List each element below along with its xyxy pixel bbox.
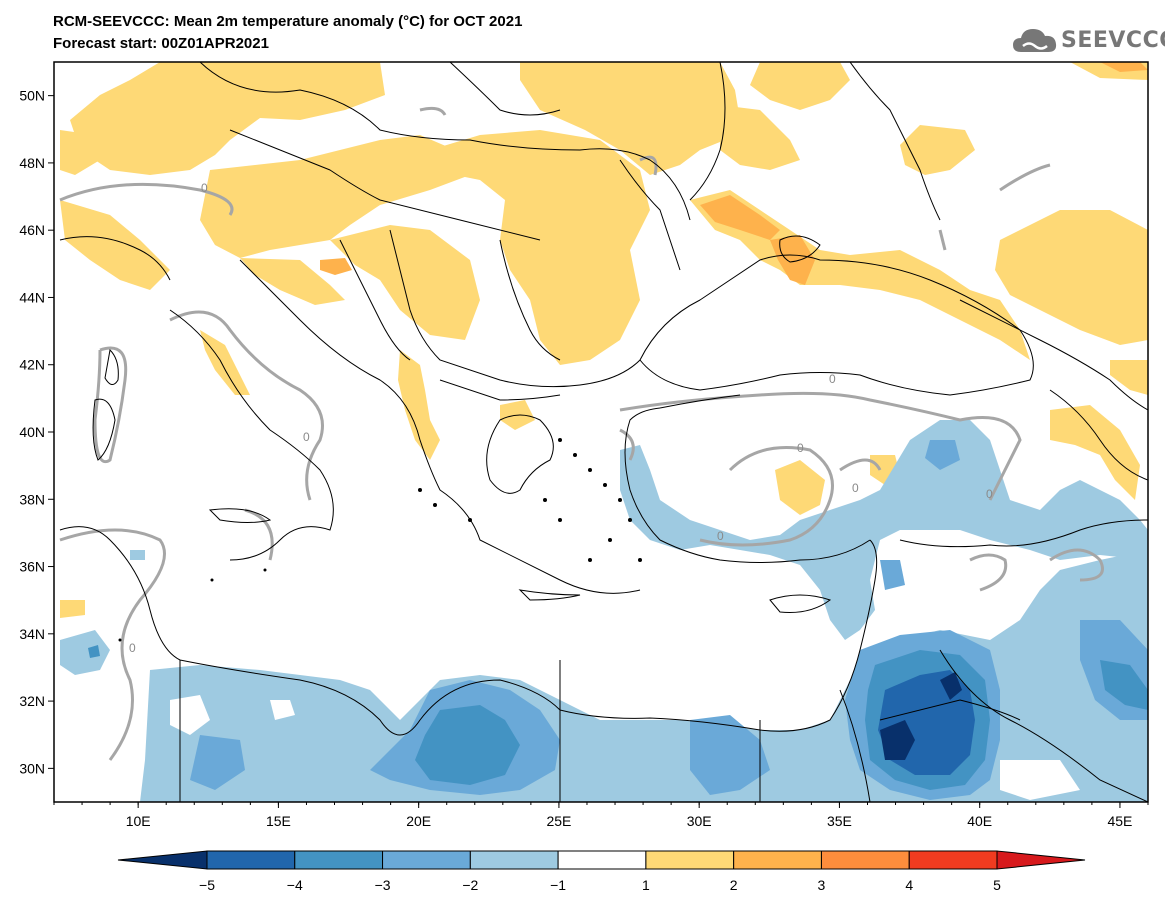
colorbar-label: −1: [550, 877, 566, 893]
zero-contours: [59, 106, 1104, 761]
lon-tick-label: 10E: [126, 813, 151, 829]
colorbar-box: [469, 850, 559, 870]
contour-label: 0: [717, 529, 724, 543]
colorbar-label: 1: [642, 877, 650, 893]
lat-tick-label: 36N: [19, 559, 45, 575]
lat-tick-label: 32N: [19, 693, 45, 709]
contour-label: 0: [303, 430, 310, 444]
map-fields: 0 0 0 0 0 0 0 0: [59, 62, 1148, 802]
lat-tick-label: 40N: [19, 424, 45, 440]
lat-tick-label: 34N: [19, 626, 45, 642]
lon-tick-label: 35E: [827, 813, 852, 829]
colorbar-box: [557, 850, 647, 870]
contour-label: 0: [852, 481, 859, 495]
colorbar-min-triangle: [117, 850, 208, 870]
lat-tick-label: 50N: [19, 88, 45, 104]
cloud-icon: [1013, 29, 1057, 52]
forecast-start: Forecast start: 00Z01APR2021: [53, 35, 269, 52]
lat-tick-label: 30N: [19, 760, 45, 776]
colorbar-label: −2: [462, 877, 478, 893]
lat-tick-label: 46N: [19, 222, 45, 238]
cool-anomaly-areas-5: [880, 672, 962, 760]
coastlines: [59, 62, 1148, 802]
lat-tick-label: 44N: [19, 289, 45, 305]
colorbar-label: −3: [375, 877, 391, 893]
colorbar-box: [382, 850, 471, 870]
colorbar-box: [733, 850, 822, 870]
colorbar-box: [206, 850, 296, 870]
lat-tick-label: 48N: [19, 155, 45, 171]
colorbar-label: 2: [730, 877, 738, 893]
contour-label: 0: [129, 641, 136, 655]
colorbar-box: [820, 850, 910, 870]
lon-tick-label: 30E: [687, 813, 712, 829]
colorbar-label: 3: [818, 877, 826, 893]
contour-label: 0: [829, 372, 836, 386]
map-title: RCM-SEEVCCC: Mean 2m temperature anomaly…: [53, 13, 523, 30]
colorbar-label: −5: [199, 877, 215, 893]
colorbar-box: [645, 850, 735, 870]
lon-tick-label: 40E: [967, 813, 992, 829]
islands: [118, 438, 642, 642]
lon-tick-label: 45E: [1107, 813, 1132, 829]
contour-label: 0: [986, 487, 993, 501]
lat-tick-label: 42N: [19, 357, 45, 373]
contour-label: 0: [797, 441, 804, 455]
colorbar-label: 4: [905, 877, 913, 893]
contour-labels: 0 0 0 0 0 0 0 0: [129, 181, 993, 655]
colorbar-max-triangle: [996, 850, 1086, 870]
seevccc-logo: SEEVCCC: [1011, 22, 1165, 56]
strong-warm-areas: [320, 62, 1148, 285]
colorbar-box: [908, 850, 998, 870]
map-axes: 50N 48N 46N 44N 42N 40N 38N 36N 34N 32N 30N 10E 15E 2…: [19, 88, 1149, 829]
colorbar-label: −4: [287, 877, 303, 893]
contour-label: 0: [201, 181, 208, 195]
logo-text: SEEVCCC: [1061, 28, 1165, 53]
lon-tick-label: 20E: [406, 813, 431, 829]
lon-tick-label: 25E: [546, 813, 571, 829]
lat-tick-label: 38N: [19, 491, 45, 507]
lon-tick-label: 15E: [266, 813, 291, 829]
colorbar-box: [294, 850, 384, 870]
colorbar-label: 5: [993, 877, 1001, 893]
